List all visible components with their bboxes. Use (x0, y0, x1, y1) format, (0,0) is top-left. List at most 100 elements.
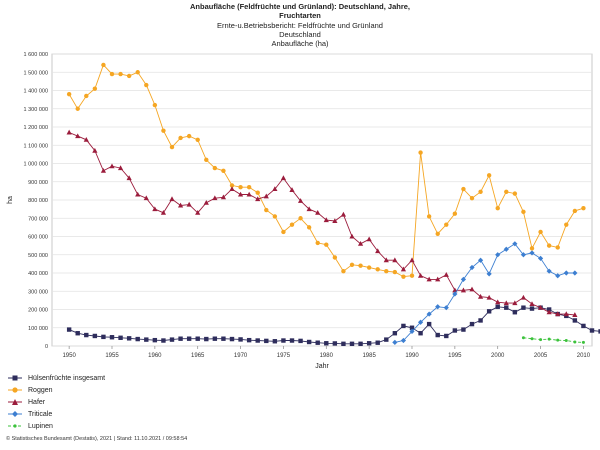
data-point-hafer (220, 194, 227, 200)
data-point-roggen (152, 102, 158, 108)
data-point-triticale (426, 311, 432, 317)
legend-item-triticale[interactable]: Triticale (8, 408, 105, 420)
data-point-roggen (418, 150, 423, 155)
data-point-roggen (281, 229, 286, 235)
data-point-h-lsenfr-chte-insgesamt (204, 336, 209, 342)
data-point-hafer (169, 196, 175, 202)
data-point-hafer (237, 191, 244, 197)
legend-marker-lupinen (8, 424, 22, 428)
chart-subtitle: Ernte-u.Betriebsbericht: Feldfrüchte und… (0, 21, 600, 48)
legend-item-h-lsenfr-chte-insgesamt[interactable]: Hülsenfrüchte insgesamt (8, 372, 105, 384)
data-point-roggen (426, 214, 432, 219)
data-point-lupinen (581, 340, 585, 344)
data-point-h-lsenfr-chte-insgesamt (426, 321, 432, 327)
data-point-hafer (529, 301, 535, 307)
data-point-h-lsenfr-chte-insgesamt (375, 340, 380, 345)
data-point-hafer (332, 218, 338, 223)
data-point-roggen (358, 263, 363, 268)
data-point-hafer (392, 257, 398, 263)
y-tick-label: 400 000 (28, 271, 48, 277)
data-point-h-lsenfr-chte-insgesamt (572, 318, 578, 323)
data-point-hafer (152, 206, 158, 212)
data-point-h-lsenfr-chte-insgesamt (152, 337, 158, 343)
data-point-hafer (400, 266, 407, 272)
data-point-roggen (332, 255, 338, 260)
data-point-lupinen (539, 338, 543, 342)
data-point-h-lsenfr-chte-insgesamt (366, 341, 372, 346)
data-point-h-lsenfr-chte-insgesamt (332, 341, 338, 346)
data-point-hafer (435, 276, 441, 282)
data-point-h-lsenfr-chte-insgesamt (109, 335, 115, 340)
legend-item-lupinen[interactable]: Lupinen (8, 420, 105, 432)
data-point-hafer (495, 299, 501, 305)
y-tick-label: 900 000 (28, 180, 48, 186)
data-point-h-lsenfr-chte-insgesamt (126, 336, 132, 341)
data-point-h-lsenfr-chte-insgesamt (581, 323, 586, 329)
data-point-hafer (486, 294, 492, 300)
data-point-roggen (306, 225, 312, 230)
data-point-lupinen (521, 336, 525, 340)
series-line-triticale (394, 243, 575, 343)
data-point-h-lsenfr-chte-insgesamt (118, 335, 123, 340)
x-axis-label: Jahr (315, 363, 329, 370)
data-point-hafer (203, 199, 209, 205)
data-point-hafer (66, 129, 72, 135)
data-point-h-lsenfr-chte-insgesamt (272, 339, 278, 344)
data-point-h-lsenfr-chte-insgesamt (521, 305, 526, 310)
data-point-h-lsenfr-chte-insgesamt (75, 331, 80, 336)
data-point-h-lsenfr-chte-insgesamt (315, 340, 320, 345)
data-point-roggen (375, 267, 380, 272)
data-point-h-lsenfr-chte-insgesamt (264, 338, 269, 344)
data-point-roggen (109, 71, 115, 77)
data-point-h-lsenfr-chte-insgesamt (169, 337, 175, 342)
data-point-h-lsenfr-chte-insgesamt (384, 337, 389, 342)
data-point-hafer (186, 201, 192, 207)
data-point-roggen (75, 106, 80, 111)
data-point-roggen (221, 168, 226, 173)
x-tick-label: 2005 (534, 353, 548, 359)
x-tick-label: 1965 (191, 353, 205, 359)
data-point-roggen (469, 195, 475, 201)
data-point-roggen (435, 231, 440, 236)
data-point-triticale (392, 339, 398, 345)
data-point-roggen (478, 189, 483, 194)
legend-item-hafer[interactable]: Hafer (8, 396, 105, 408)
legend-marker-h-lsenfr-chte-insgesamt (8, 375, 22, 381)
data-point-hafer (135, 191, 141, 197)
data-point-h-lsenfr-chte-insgesamt (255, 338, 260, 343)
data-point-hafer (117, 165, 124, 171)
data-point-h-lsenfr-chte-insgesamt (435, 332, 440, 338)
data-point-h-lsenfr-chte-insgesamt (298, 338, 303, 344)
data-point-triticale (417, 319, 424, 325)
legend-marker-hafer (8, 399, 22, 405)
data-point-roggen (529, 246, 535, 251)
data-point-roggen (246, 185, 252, 190)
legend-label: Triticale (28, 410, 53, 418)
y-axis-label: ha (7, 196, 14, 204)
data-point-hafer (246, 191, 252, 197)
x-tick-label: 1980 (320, 353, 334, 359)
y-tick-label: 700 000 (28, 216, 48, 222)
data-point-h-lsenfr-chte-insgesamt (478, 318, 483, 323)
data-point-h-lsenfr-chte-insgesamt (392, 331, 398, 336)
data-point-roggen (264, 207, 269, 213)
y-tick-label: 1 200 000 (24, 125, 48, 131)
data-point-triticale (469, 264, 475, 271)
legend-item-roggen[interactable]: Roggen (8, 384, 105, 396)
data-point-roggen (195, 137, 200, 142)
data-point-hafer (375, 248, 381, 254)
data-point-hafer (229, 186, 235, 192)
data-point-h-lsenfr-chte-insgesamt (452, 328, 458, 333)
data-point-roggen (581, 206, 586, 211)
x-tick-label: 1955 (105, 353, 119, 359)
data-point-h-lsenfr-chte-insgesamt (135, 336, 140, 342)
data-point-roggen (486, 173, 492, 178)
chart-title-line1: Anbaufläche (Feldfrüchte und Grünland): … (189, 2, 411, 11)
data-point-hafer (340, 211, 347, 217)
data-point-h-lsenfr-chte-insgesamt (84, 332, 89, 338)
data-point-h-lsenfr-chte-insgesamt (229, 336, 235, 342)
legend-label: Hafer (28, 398, 46, 406)
y-tick-label: 1 100 000 (24, 143, 48, 149)
data-point-triticale (503, 246, 509, 252)
